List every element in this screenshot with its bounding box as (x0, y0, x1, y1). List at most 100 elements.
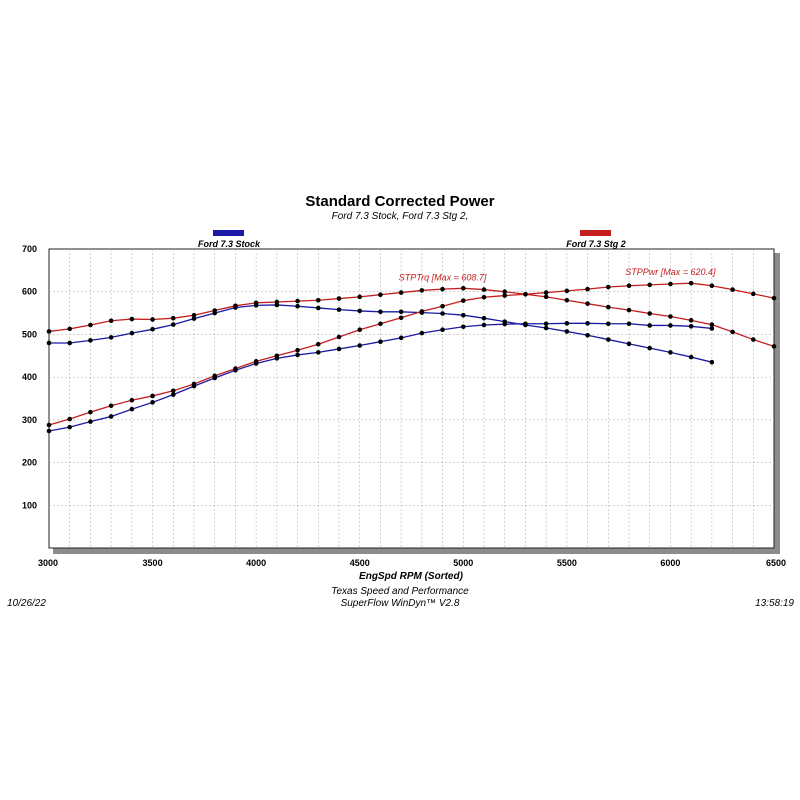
x-tick-label: 6500 (766, 558, 786, 568)
data-point (378, 321, 383, 327)
data-point (481, 287, 487, 292)
data-point (668, 314, 673, 319)
data-point (129, 316, 135, 322)
data-point (460, 312, 466, 318)
x-tick-label: 6000 (660, 558, 680, 568)
x-tick-label: 5500 (557, 558, 577, 568)
data-point (88, 338, 93, 343)
data-point (585, 321, 590, 326)
plot-area (48, 248, 775, 549)
data-point (212, 308, 218, 313)
data-point (336, 296, 342, 301)
data-point (460, 298, 466, 303)
data-point (108, 414, 114, 419)
data-point (336, 334, 342, 340)
data-point (440, 303, 445, 309)
data-point (709, 359, 715, 365)
data-point (688, 318, 694, 323)
x-tick-label: 4000 (246, 558, 266, 568)
data-point (88, 419, 93, 424)
data-point (626, 321, 632, 327)
data-point (771, 295, 777, 301)
data-point (46, 428, 52, 434)
data-point (709, 326, 715, 331)
data-point (771, 344, 777, 349)
data-point (419, 309, 425, 314)
data-point (502, 289, 508, 295)
data-point (357, 343, 363, 348)
data-point (295, 347, 300, 353)
data-point (378, 292, 383, 298)
data-point (129, 330, 135, 336)
data-point (605, 304, 611, 310)
data-point (253, 300, 259, 306)
data-point (67, 424, 73, 430)
data-point (668, 281, 673, 287)
run-time: 13:58:19 (755, 598, 794, 609)
data-point (481, 294, 487, 300)
data-point (191, 312, 197, 318)
data-point (543, 294, 549, 300)
series-line (48, 282, 775, 426)
data-point (502, 321, 508, 327)
data-point (523, 291, 528, 297)
data-point (688, 324, 694, 329)
data-point (605, 321, 611, 327)
data-point (647, 282, 653, 288)
data-point (460, 324, 466, 330)
legend-label: Ford 7.3 Stg 2 (566, 239, 626, 249)
data-point (543, 325, 549, 331)
data-point (543, 290, 549, 295)
data-point (709, 283, 715, 289)
data-point (357, 327, 363, 333)
y-tick-label: 400 (22, 372, 37, 382)
data-point (647, 345, 653, 351)
data-point (274, 299, 280, 305)
data-point (398, 335, 404, 341)
x-tick-label: 3000 (38, 558, 58, 568)
data-point (564, 329, 570, 334)
data-point (730, 287, 735, 292)
data-point (585, 301, 590, 306)
data-point (67, 326, 73, 332)
data-point (543, 321, 549, 327)
data-point (357, 294, 363, 300)
data-point (212, 373, 218, 379)
data-point (585, 286, 590, 292)
data-point (357, 308, 363, 314)
data-point (170, 322, 176, 327)
data-point (481, 322, 487, 328)
data-point (67, 416, 73, 422)
data-point (688, 354, 694, 360)
data-point (253, 359, 259, 364)
data-point (730, 329, 735, 335)
x-tick-label: 4500 (350, 558, 370, 568)
x-axis: 3000 3500 4000 4500 5000 5500 6000 6500 (38, 558, 786, 568)
data-point (46, 329, 52, 334)
y-tick-label: 300 (22, 415, 37, 425)
data-point (191, 316, 197, 321)
data-point (419, 330, 425, 336)
data-point (709, 322, 715, 327)
software-version: SuperFlow WinDyn™ V2.8 (341, 598, 460, 609)
data-point (108, 318, 114, 324)
chart-title: Standard Corrected Power (305, 193, 494, 210)
data-point (129, 406, 135, 412)
data-point (564, 288, 570, 294)
data-point (46, 340, 52, 346)
series-line (48, 287, 775, 348)
data-point (440, 286, 445, 292)
data-point (315, 305, 321, 311)
data-point (150, 393, 155, 399)
data-point (398, 315, 404, 321)
annotations: STPTrq [Max = 608.7] STPPwr [Max = 620.4] (399, 267, 716, 282)
data-point (481, 315, 487, 321)
data-point (378, 339, 383, 344)
data-point (88, 322, 93, 328)
y-tick-label: 700 (22, 244, 37, 254)
data-point (295, 303, 300, 309)
y-tick-label: 100 (22, 500, 37, 510)
y-tick-label: 500 (22, 329, 37, 339)
max-annotation: STPPwr [Max = 620.4] (625, 267, 716, 277)
